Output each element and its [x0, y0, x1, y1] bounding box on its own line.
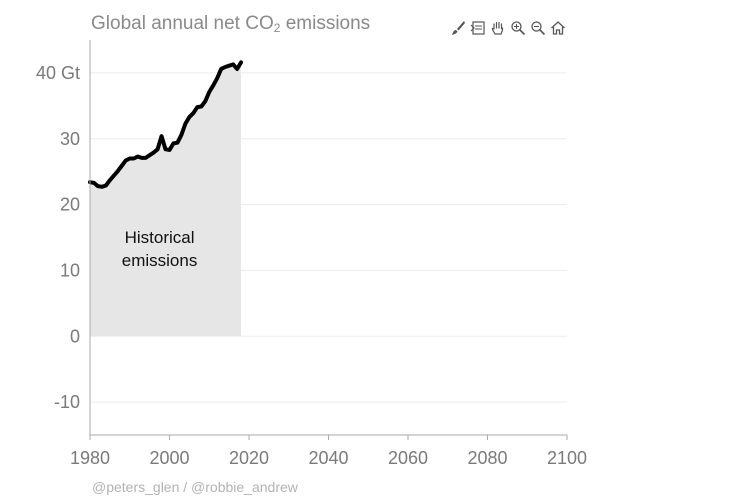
y-tick-label: -10: [54, 392, 80, 412]
y-tick-label: 20: [60, 195, 80, 215]
chart-title: Global annual net CO2 emissions: [91, 13, 371, 35]
y-tick-label: 10: [60, 260, 80, 280]
annotation-line: Historical: [125, 228, 195, 247]
historical-emissions-annotation: Historical emissions: [122, 228, 198, 270]
historical-emissions-line: [88, 60, 244, 189]
x-tick-label: 1980: [70, 448, 110, 468]
x-tick-label: 2020: [229, 448, 269, 468]
annotation-line: emissions: [122, 251, 198, 270]
zoom-out-icon[interactable]: [529, 18, 547, 38]
y-tick-label: 40 Gt: [36, 63, 80, 83]
x-tick-labels: 1980 2000 2020 2040 2060 2080 2100: [70, 448, 587, 468]
credit-text: @peters_glen / @robbie_andrew: [92, 479, 298, 495]
y-tick-label: 0: [70, 326, 80, 346]
x-tick-label: 2100: [547, 448, 587, 468]
x-tick-label: 2000: [149, 448, 189, 468]
pan-icon[interactable]: [489, 18, 507, 38]
brush-icon[interactable]: [449, 18, 467, 38]
x-tick-label: 2080: [467, 448, 507, 468]
home-icon[interactable]: [549, 18, 567, 38]
chart-toolbar: [449, 18, 567, 38]
axes: [89, 40, 568, 440]
x-tick-label: 2060: [388, 448, 428, 468]
zoom-in-icon[interactable]: [509, 18, 527, 38]
y-tick-labels: 40 Gt 30 20 10 0 -10: [36, 63, 80, 412]
y-tick-label: 30: [60, 129, 80, 149]
historical-emissions-area: [90, 62, 242, 337]
x-tick-label: 2040: [308, 448, 348, 468]
select-icon[interactable]: [469, 18, 487, 38]
